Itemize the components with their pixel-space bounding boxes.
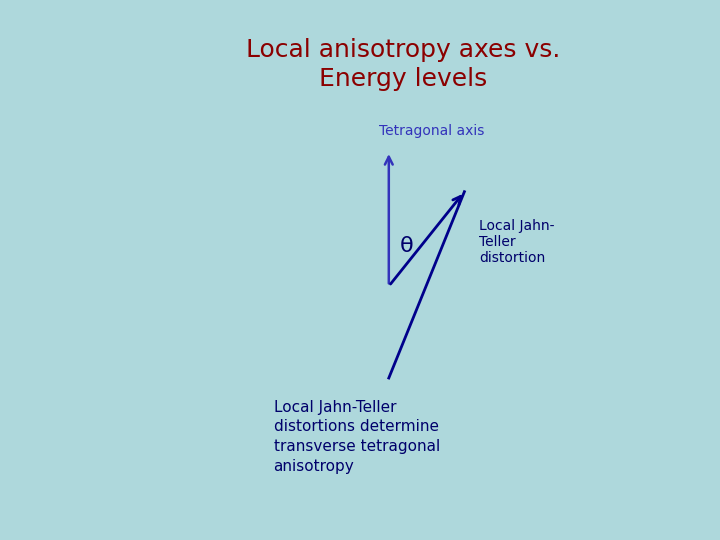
- Text: Local anisotropy axes vs.
Energy levels: Local anisotropy axes vs. Energy levels: [246, 38, 560, 91]
- Text: Local Jahn-
Teller
distortion: Local Jahn- Teller distortion: [479, 219, 554, 265]
- Text: θ: θ: [400, 235, 414, 256]
- Text: Local Jahn-Teller
distortions determine
transverse tetragonal
anisotropy: Local Jahn-Teller distortions determine …: [274, 400, 440, 474]
- Text: Tetragonal axis: Tetragonal axis: [379, 124, 485, 138]
